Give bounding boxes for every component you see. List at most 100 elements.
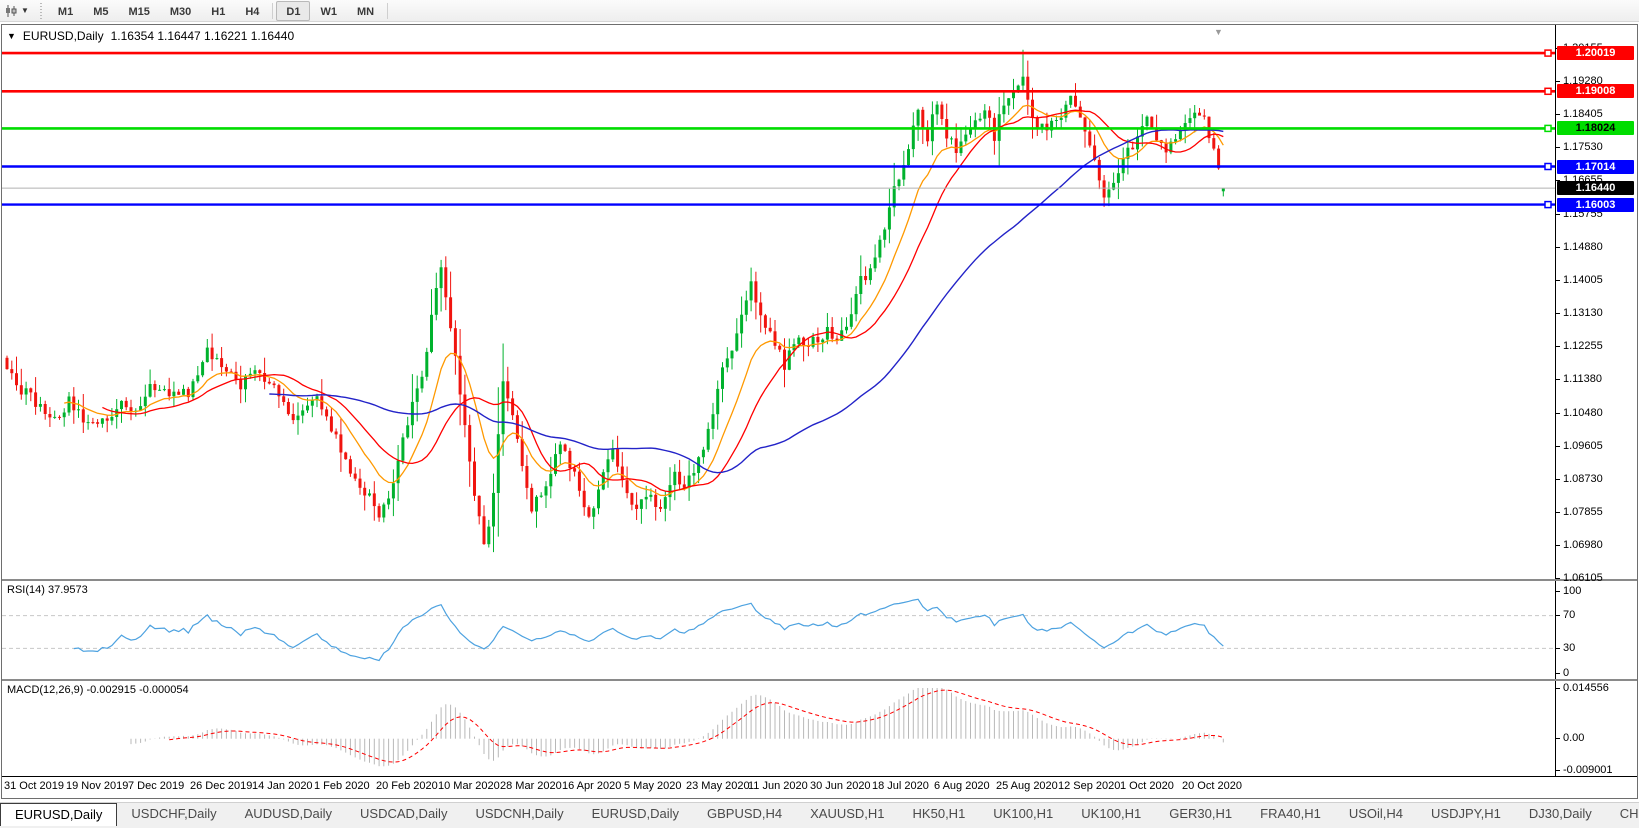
timeframe-button-m15[interactable]: M15 [128,5,150,18]
chart-tab-fra40-h1[interactable]: FRA40,H1 [1260,806,1321,821]
timeframe-button-d1[interactable]: D1 [276,0,311,21]
price-tick-label: 1.10480 [1556,407,1637,420]
date-tick-label: 14 Jan 2020 [252,780,313,792]
chart-tab-xauusd-h1[interactable]: XAUUSD,H1 [810,806,885,821]
candlestick-chart[interactable] [2,25,1555,579]
chart-type-button[interactable]: ▼ [0,0,35,21]
chart-tab-usdcad-daily[interactable]: USDCAD,Daily [360,806,448,821]
date-tick-label: 20 Feb 2020 [376,780,438,792]
rsi-tick-label: 30 [1556,642,1637,655]
date-tick-label: 7 Dec 2019 [128,780,185,792]
macd-tick-label: 0.00 [1556,732,1637,745]
date-tick-label: 26 Dec 2019 [190,780,253,792]
dropdown-caret-icon: ▼ [21,6,29,15]
price-chart-plot[interactable]: ▼ EURUSD,Daily 1.16354 1.16447 1.16221 1… [2,25,1555,579]
date-tick-label: 6 Aug 2020 [934,780,990,792]
price-tick-label: 1.13130 [1556,307,1637,320]
hline-price-tag: 1.20019 [1557,46,1634,61]
date-tick-label: 12 Sep 2020 [1058,780,1121,792]
macd-label: MACD(12,26,9) -0.002915 -0.000054 [7,684,189,696]
price-tick-label: 1.09605 [1556,440,1637,453]
chart-tab-hk50-h1[interactable]: HK50,H1 [912,806,966,821]
date-tick-label: 23 May 2020 [686,780,750,792]
date-tick-label: 18 Jul 2020 [872,780,929,792]
price-panel: ▼ EURUSD,Daily 1.16354 1.16447 1.16221 1… [2,25,1637,584]
price-tick-label: 1.07855 [1556,506,1637,519]
rsi-plot[interactable]: RSI(14) 37.9573 [2,581,1555,679]
title-marker-icon: ▼ [7,31,16,41]
chart-tab-audusd-daily[interactable]: AUDUSD,Daily [244,806,333,821]
date-tick-label: 1 Oct 2020 [1120,780,1174,792]
hline-price-tag: 1.16003 [1557,197,1634,212]
rsi-tick-label: 0 [1556,667,1637,680]
rsi-tick-label: 100 [1556,585,1637,598]
date-tick-label: 28 Mar 2020 [500,780,562,792]
chart-type-icon [6,4,17,17]
chart-symbol: EURUSD,Daily [22,29,104,43]
chart-tab-china300-h1[interactable]: CHINA300,H1 [1619,806,1639,821]
toolbar-drag-handle[interactable] [38,2,44,19]
date-tick-label: 1 Feb 2020 [314,780,370,792]
price-tick-label: 1.14005 [1556,274,1637,287]
chart-tab-ger30-h1[interactable]: GER30,H1 [1169,806,1233,821]
chart-ohlc: 1.16354 1.16447 1.16221 1.16440 [110,29,295,43]
date-tick-label: 31 Oct 2019 [4,780,64,792]
hline-price-tag: 1.17014 [1557,159,1634,174]
timeframe-button-mn[interactable]: MN [356,5,375,18]
date-tick-label: 5 May 2020 [624,780,682,792]
macd-plot[interactable]: MACD(12,26,9) -0.002915 -0.000054 [2,681,1555,776]
macd-tick-label: 0.014556 [1556,682,1637,695]
chart-window: ▼ EURUSD,Daily 1.16354 1.16447 1.16221 1… [1,24,1638,799]
rsi-panel: RSI(14) 37.9573 100 70 30 0 [2,581,1637,681]
date-tick-label: 25 Aug 2020 [996,780,1058,792]
timeframe-button-m5[interactable]: M5 [93,5,109,18]
price-tick-label: 1.12255 [1556,340,1637,353]
macd-panel: MACD(12,26,9) -0.002915 -0.000054 0.0145… [2,681,1637,777]
macd-chart[interactable] [2,681,1555,777]
date-tick-label: 19 Nov 2019 [66,780,129,792]
date-axis: 31 Oct 2019 19 Nov 2019 7 Dec 2019 26 Dec 2… [2,777,1637,796]
price-tick-label: 1.18405 [1556,108,1637,121]
rsi-chart[interactable] [2,581,1555,681]
price-tick-label: 1.08730 [1556,473,1637,486]
rsi-axis: 100 70 30 0 [1555,581,1637,679]
hline-price-tag: 1.19008 [1557,84,1634,99]
chart-tab-usoil-h4[interactable]: USOil,H4 [1348,806,1404,821]
price-tick-label: 1.11380 [1556,373,1637,386]
timeframe-buttons: M1 M5 M15 M30 H1 H4 D1 W1 MN [48,0,391,21]
chart-tab-eurusd-daily[interactable]: EURUSD,Daily [0,803,118,826]
price-axis: 1.201551.192801.184051.175301.166551.157… [1555,25,1637,584]
price-tick-label: 1.17530 [1556,141,1637,154]
timeframe-button-m30[interactable]: M30 [169,5,192,18]
chart-tab-dj30-daily[interactable]: DJ30,Daily [1528,806,1592,821]
timeframe-button-h1[interactable]: H1 [211,5,226,18]
hline-price-tag: 1.18024 [1557,121,1634,136]
timeframe-button-h4[interactable]: H4 [245,5,260,18]
price-tick-label: 1.06105 [1556,572,1637,585]
toolbar-separator [387,2,389,19]
chart-tab-usdjpy-h1[interactable]: USDJPY,H1 [1431,806,1501,821]
date-tick-label: 20 Oct 2020 [1182,780,1242,792]
timeframe-button-m1[interactable]: M1 [57,5,74,18]
chart-tabbar: EURUSD,Daily USDCHF,Daily AUDUSD,Daily USDC… [0,802,1639,828]
price-tick-label: 1.14880 [1556,241,1637,254]
macd-tick-label: -0.009001 [1556,764,1637,777]
date-tick-label: 11 Jun 2020 [748,780,808,792]
rsi-label: RSI(14) 37.9573 [7,584,88,596]
date-tick-label: 16 Apr 2020 [562,780,622,792]
chart-tab-uk100-h1[interactable]: UK100,H1 [1081,806,1142,821]
chart-tab-uk100-h1[interactable]: UK100,H1 [993,806,1054,821]
chart-tab-eurusd-daily[interactable]: EURUSD,Daily [591,806,679,821]
price-tick-label: 1.19280 [1556,75,1637,88]
date-tick-label: 10 Mar 2020 [438,780,500,792]
macd-axis: 0.014556 0.00 -0.009001 [1555,681,1637,776]
current-price-tag: 1.16440 [1557,181,1634,196]
chart-title: ▼ EURUSD,Daily 1.16354 1.16447 1.16221 1… [7,29,294,43]
chart-tab-usdchf-daily[interactable]: USDCHF,Daily [131,806,217,821]
timeframe-button-w1[interactable]: W1 [320,5,337,18]
chart-tab-gbpusd-h4[interactable]: GBPUSD,H4 [706,806,783,821]
chart-tab-usdcnh-daily[interactable]: USDCNH,Daily [475,806,564,821]
chart-shift-marker[interactable]: ▼ [1214,27,1223,37]
price-tick-label: 1.06980 [1556,539,1637,552]
date-tick-label: 30 Jun 2020 [810,780,871,792]
